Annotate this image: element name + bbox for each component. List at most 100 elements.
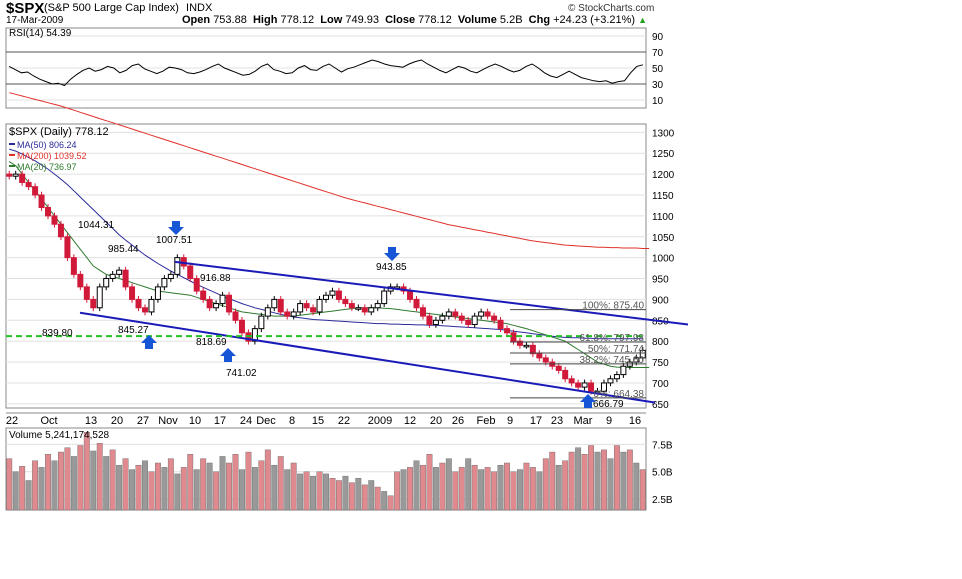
volume-bar <box>342 475 349 511</box>
volume-bar <box>129 469 135 511</box>
candle-body <box>226 294 233 313</box>
volume-bar <box>226 462 232 511</box>
volume-bar <box>575 447 582 511</box>
volume-bar <box>213 471 220 511</box>
volume-bar <box>64 447 71 511</box>
candle-body <box>6 173 13 177</box>
volume-bar <box>549 451 556 511</box>
rsi-tick-label: 50 <box>652 64 664 75</box>
price-tick-label: 900 <box>652 295 669 306</box>
candle-body <box>432 319 439 325</box>
x-tick-label: 17 <box>530 415 542 427</box>
volume-bar <box>394 471 401 511</box>
candle-body <box>335 290 342 300</box>
volume-bar <box>142 460 148 511</box>
candle-body <box>297 303 304 313</box>
candle-body <box>206 298 213 309</box>
volume-bar <box>245 451 252 511</box>
candle-body <box>116 269 123 275</box>
up-arrow-icon <box>580 394 596 408</box>
volume-bar <box>361 484 368 511</box>
volume-bar <box>452 471 459 511</box>
volume-bar <box>439 462 446 511</box>
price-annotation: 839.80 <box>42 328 73 339</box>
volume-bar <box>523 462 530 511</box>
volume-bar <box>148 471 155 511</box>
volume-bar <box>200 458 207 511</box>
volume-bar <box>290 462 297 511</box>
volume-bar <box>206 462 213 511</box>
volume-bar <box>581 454 588 511</box>
candle-body <box>103 278 110 288</box>
candle-body <box>381 290 388 305</box>
candle-body <box>200 290 207 300</box>
low-value: 749.93 <box>345 14 379 26</box>
x-tick-label: 2009 <box>368 415 392 427</box>
channel-lower-line <box>79 311 656 404</box>
candle-body <box>310 307 317 313</box>
volume-bar <box>6 458 13 511</box>
price-tick-label: 1250 <box>652 149 675 160</box>
candle-body <box>193 278 200 292</box>
candle-body <box>458 315 465 321</box>
volume-bar <box>458 467 465 511</box>
volume-bar <box>271 464 278 511</box>
price-tick-label: 1300 <box>652 128 675 139</box>
volume-bar <box>316 471 323 511</box>
volume-bar <box>517 469 523 511</box>
price-legend-title: $SPX (Daily) 778.12 <box>9 126 109 138</box>
candle-body <box>271 298 278 309</box>
price-annotation: 666.79 <box>593 399 624 410</box>
candle-body <box>445 311 452 317</box>
candle-body <box>452 311 459 317</box>
volume-bar <box>607 458 614 511</box>
candle-body <box>70 257 77 275</box>
volume-bar <box>536 471 543 511</box>
volume-bar <box>620 451 627 511</box>
volume-bar <box>426 454 433 511</box>
price-tick-label: 1000 <box>652 254 675 265</box>
candle-body <box>323 294 329 300</box>
volume-bar <box>407 467 413 511</box>
candle-body <box>141 307 148 313</box>
candle-body <box>633 357 640 363</box>
candle-body <box>167 273 174 280</box>
candle-body <box>497 319 504 330</box>
volume-bar <box>193 469 200 511</box>
volume-bar <box>329 478 336 511</box>
volume-legend: Volume 5,241,174,528 <box>9 430 110 441</box>
candle-body <box>607 378 614 384</box>
volume-bar <box>135 464 142 511</box>
open-label: Open <box>182 14 211 26</box>
x-tick-label: 17 <box>214 415 226 427</box>
candle-body <box>51 215 58 225</box>
volume-bar <box>639 469 646 511</box>
ma50-line <box>9 148 643 340</box>
candle-body <box>64 236 71 259</box>
ma-legend-entry: MA(20) 736.97 <box>17 162 77 172</box>
volume-bar <box>77 445 84 511</box>
ohlc-strip: Open 753.88 High 778.12 Low 749.93 Close… <box>182 14 647 26</box>
candle-body <box>465 319 472 325</box>
candle-body <box>491 315 498 321</box>
volume-bar <box>484 467 491 511</box>
candle-body <box>581 382 588 388</box>
candle-body <box>290 311 297 317</box>
x-tick-label: 22 <box>338 415 350 427</box>
volume-bar <box>19 466 26 511</box>
volume-bar <box>310 475 317 511</box>
candle-body <box>348 303 355 309</box>
candle-body <box>148 298 155 313</box>
x-tick-label: 23 <box>551 415 563 427</box>
volume-bar <box>555 464 562 511</box>
down-arrow-icon <box>168 221 184 235</box>
down-arrow-icon <box>384 247 400 261</box>
volume-tick-label: 5.0B <box>652 468 673 479</box>
volume-bar <box>542 458 549 511</box>
price-tick-label: 1200 <box>652 170 675 181</box>
price-tick-label: 1100 <box>652 212 674 223</box>
volume-bar <box>239 469 245 511</box>
price-annotation: 985.44 <box>108 244 139 255</box>
index-name: (S&P 500 Large Cap Index) INDX <box>44 2 212 14</box>
